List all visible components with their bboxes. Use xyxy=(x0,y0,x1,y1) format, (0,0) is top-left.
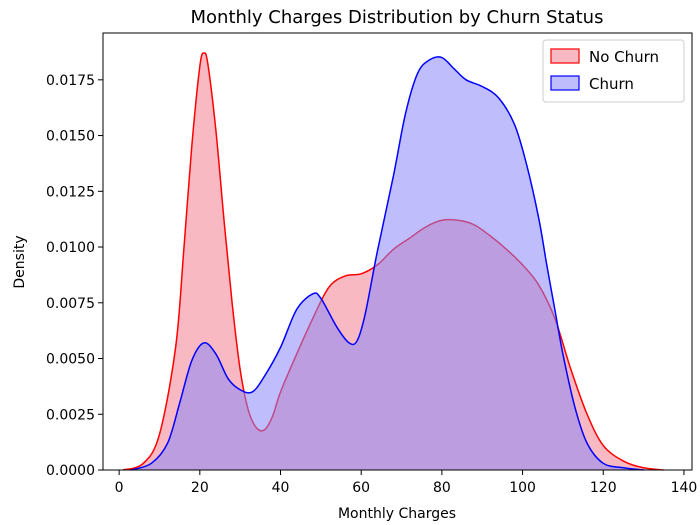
series-line-churn xyxy=(131,56,644,471)
y-tick-label: 0.0050 xyxy=(46,352,95,368)
x-tick-label: 60 xyxy=(352,480,370,496)
x-tick-label: 80 xyxy=(433,480,451,496)
y-tick-label: 0.0025 xyxy=(46,407,95,423)
y-axis-label: Density xyxy=(12,235,28,288)
x-tick-label: 40 xyxy=(272,480,290,496)
y-tick-label: 0.0150 xyxy=(46,129,95,145)
legend-label-no-churn: No Churn xyxy=(589,48,659,66)
x-axis-label: Monthly Charges xyxy=(338,506,456,522)
legend-label-churn: Churn xyxy=(589,75,634,93)
legend: No Churn Churn xyxy=(542,39,685,103)
series-area-churn xyxy=(131,56,644,470)
plot-frame xyxy=(102,32,693,471)
y-tick-label: 0.0175 xyxy=(46,73,95,89)
x-tick-label: 120 xyxy=(590,480,617,496)
chart-title: Monthly Charges Distribution by Churn St… xyxy=(191,7,604,28)
x-tick-label: 100 xyxy=(509,480,536,496)
plot-area: 0 20 40 60 80 100 120 140 0.0000 0.0025 0.0050 0.00… xyxy=(46,32,698,496)
y-tick-label: 0.0000 xyxy=(46,463,95,479)
legend-swatch-churn xyxy=(550,75,580,91)
y-tick-label: 0.0075 xyxy=(46,296,95,312)
x-tick-label: 0 xyxy=(115,480,124,496)
y-tick-label: 0.0125 xyxy=(46,184,95,200)
x-tick-label: 140 xyxy=(671,480,698,496)
x-tick-label: 20 xyxy=(191,480,209,496)
y-tick-label: 0.0100 xyxy=(46,240,95,256)
legend-swatch-no-churn xyxy=(550,48,580,64)
